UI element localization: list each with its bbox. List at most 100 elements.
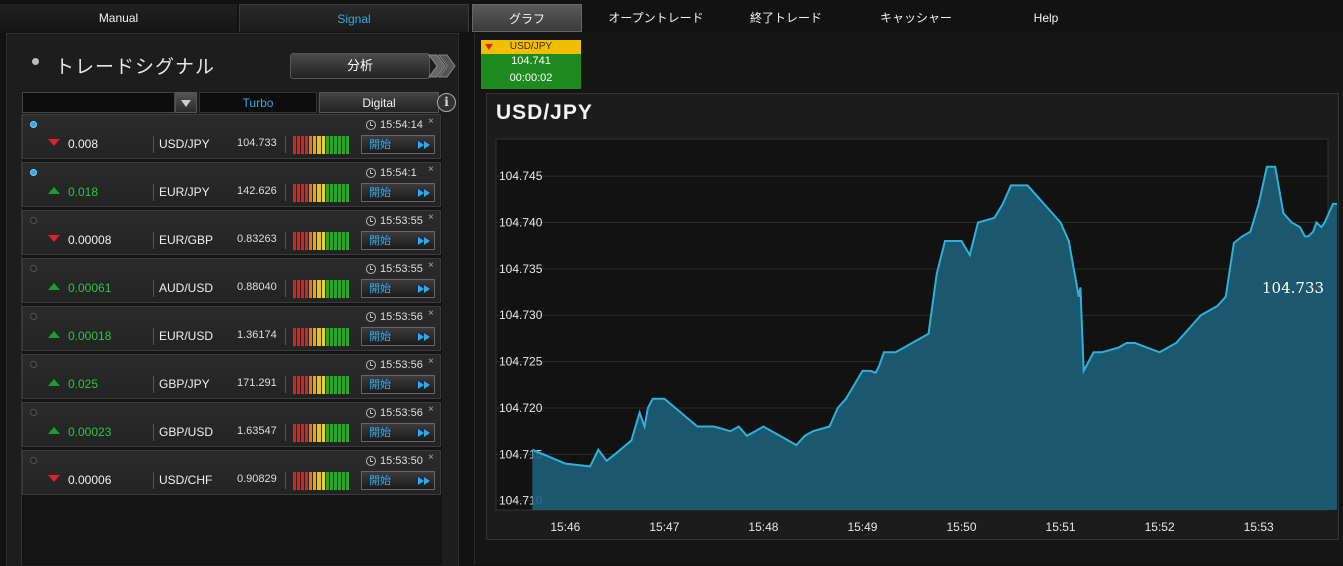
tab-turbo[interactable]: Turbo [199, 92, 317, 113]
strength-bar: #d22424 [293, 328, 296, 346]
analyze-button[interactable]: 分析 [290, 53, 430, 79]
signal-time: 15:53:56 [380, 359, 423, 371]
signal-change: 0.00006 [68, 473, 111, 487]
divider [153, 280, 154, 297]
divider [153, 328, 154, 345]
divider [285, 472, 286, 489]
strength-bar: #2aa52a [326, 184, 329, 202]
chevron-down-icon[interactable] [175, 92, 197, 113]
y-tick-label: 104.745 [499, 169, 543, 183]
strength-bar: #2aa52a [334, 376, 337, 394]
close-icon[interactable]: × [428, 164, 434, 175]
info-icon[interactable]: i [437, 93, 456, 112]
last-price-label: 104.733 [1262, 279, 1324, 297]
signal-price: 142.626 [237, 185, 277, 197]
strength-bar: #e07a10 [309, 184, 312, 202]
status-dot-icon [30, 313, 37, 320]
signal-row[interactable]: 0.00061AUD/USD0.88040#d22424#d22424#d224… [22, 258, 441, 303]
signal-row[interactable]: 0.00023GBP/USD1.63547#d22424#d22424#d224… [22, 402, 441, 447]
strength-bar: #2aa52a [326, 376, 329, 394]
signal-row[interactable]: 0.00008EUR/GBP0.83263#d22424#d22424#d224… [22, 210, 441, 255]
strength-bar: #2aa52a [342, 424, 345, 442]
strength-bar: #2aa52a [346, 232, 349, 250]
strength-bar: #2aa52a [342, 184, 345, 202]
close-icon[interactable]: × [428, 452, 434, 463]
status-dot-icon [30, 121, 37, 128]
strength-bar: #2aa52a [342, 376, 345, 394]
signal-row[interactable]: 0.018EUR/JPY142.626#d22424#d22424#d22424… [22, 162, 441, 207]
signal-row[interactable]: 0.00018EUR/USD1.36174#d22424#d22424#d224… [22, 306, 441, 351]
tab-graph[interactable]: グラフ [472, 4, 582, 32]
start-button[interactable]: 開始 [361, 375, 435, 394]
strength-bar: #2aa52a [338, 184, 341, 202]
asset-filter-select[interactable] [22, 92, 175, 113]
strength-bar: #2aa52a [334, 136, 337, 154]
active-trade-card[interactable]: USD/JPY 104.741 00:00:02 [481, 40, 581, 89]
price-chart: 104.710104.715104.720104.725104.730104.7… [486, 93, 1337, 538]
close-icon[interactable]: × [428, 404, 434, 415]
start-button[interactable]: 開始 [361, 327, 435, 346]
strength-bar: #2aa52a [342, 328, 345, 346]
close-icon[interactable]: × [428, 308, 434, 319]
status-dot-icon [30, 217, 37, 224]
signal-row[interactable]: 0.025GBP/JPY171.291#d22424#d22424#d22424… [22, 354, 441, 399]
strength-bar: #2aa52a [326, 472, 329, 490]
fast-forward-icon [418, 285, 430, 293]
start-label: 開始 [369, 328, 391, 347]
up-arrow-icon [48, 283, 60, 290]
strength-bar: #d22424 [293, 232, 296, 250]
signal-time: 15:53:56 [380, 311, 423, 323]
strength-bar: #d22424 [293, 184, 296, 202]
clock-icon [366, 360, 376, 370]
strength-bar: #d22424 [305, 184, 308, 202]
tab-closed-trades[interactable]: 終了トレード [716, 4, 856, 32]
status-dot-icon [30, 169, 37, 176]
strength-bar: #2aa52a [334, 472, 337, 490]
signal-row[interactable]: 0.008USD/JPY104.733#d22424#d22424#d22424… [22, 114, 441, 159]
close-icon[interactable]: × [428, 260, 434, 271]
tab-help[interactable]: Help [976, 4, 1116, 32]
divider [285, 232, 286, 249]
strength-bar: #d22424 [297, 136, 300, 154]
divider [285, 136, 286, 153]
x-tick-label: 15:49 [847, 520, 877, 534]
strength-bar: #2aa52a [330, 472, 333, 490]
signal-time: 15:54:14 [380, 119, 423, 131]
signal-price: 1.63547 [237, 425, 277, 437]
start-button[interactable]: 開始 [361, 471, 435, 490]
tab-digital[interactable]: Digital [319, 92, 439, 113]
strength-bar: #d22424 [301, 472, 304, 490]
tab-manual[interactable]: Manual [0, 4, 237, 32]
active-trade-price: 104.741 [481, 55, 581, 67]
strength-bar: #e9c315 [317, 472, 320, 490]
strength-meter: #d22424#d22424#d22424#d22424#e07a10#e9a5… [293, 376, 349, 394]
start-button[interactable]: 開始 [361, 423, 435, 442]
strength-bar: #2aa52a [330, 376, 333, 394]
close-icon[interactable]: × [428, 356, 434, 367]
signal-row[interactable]: 0.00006USD/CHF0.90829#d22424#d22424#d224… [22, 450, 441, 495]
signal-change: 0.025 [68, 377, 98, 391]
tab-open-trades[interactable]: オープントレード [586, 4, 726, 32]
strength-bar: #d22424 [297, 184, 300, 202]
divider [285, 184, 286, 201]
start-button[interactable]: 開始 [361, 231, 435, 250]
close-icon[interactable]: × [428, 116, 434, 127]
tab-signal[interactable]: Signal [239, 4, 469, 32]
divider [153, 376, 154, 393]
start-button[interactable]: 開始 [361, 279, 435, 298]
strength-bar: #e9a515 [313, 328, 316, 346]
strength-meter: #d22424#d22424#d22424#d22424#e07a10#e9a5… [293, 280, 349, 298]
y-tick-label: 104.720 [499, 401, 543, 415]
fast-forward-icon [418, 189, 430, 197]
tab-cashier[interactable]: キャッシャー [846, 4, 986, 32]
start-label: 開始 [369, 472, 391, 491]
signal-pair: GBP/JPY [159, 377, 210, 391]
strength-bar: #2aa52a [334, 232, 337, 250]
start-button[interactable]: 開始 [361, 135, 435, 154]
strength-bar: #2aa52a [330, 328, 333, 346]
strength-bar: #e9a515 [313, 232, 316, 250]
close-icon[interactable]: × [428, 212, 434, 223]
strength-meter: #d22424#d22424#d22424#d22424#e07a10#e9a5… [293, 472, 349, 490]
start-button[interactable]: 開始 [361, 183, 435, 202]
divider [153, 232, 154, 249]
